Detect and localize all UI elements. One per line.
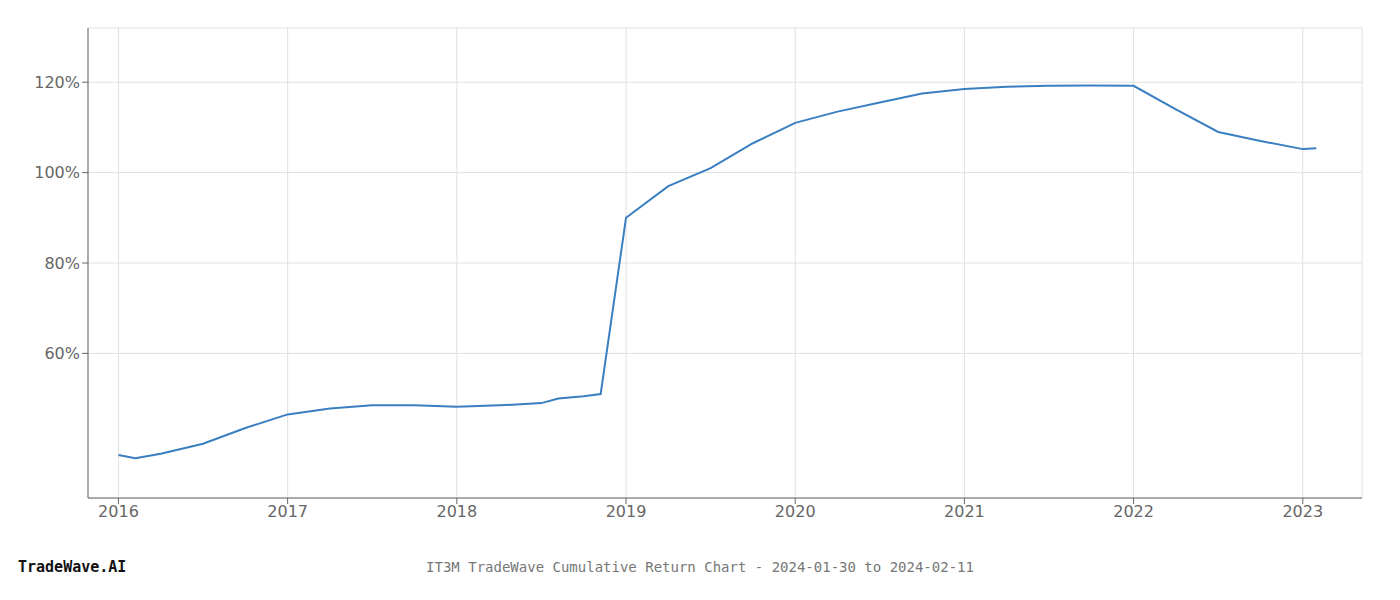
svg-text:2020: 2020 xyxy=(775,502,816,521)
svg-text:2016: 2016 xyxy=(98,502,139,521)
html-text:TradeWave.AI: TradeWave.AI xyxy=(18,558,127,576)
html-text:IT3M TradeWave Cumulative Retu: IT3M TradeWave Cumulative Return Chart -… xyxy=(426,559,974,575)
svg-text:60%: 60% xyxy=(44,344,80,363)
svg-text:2023: 2023 xyxy=(1282,502,1323,521)
svg-text:2018: 2018 xyxy=(436,502,477,521)
svg-text:2022: 2022 xyxy=(1113,502,1154,521)
svg-text:2021: 2021 xyxy=(944,502,985,521)
svg-text:2019: 2019 xyxy=(606,502,647,521)
svg-text:80%: 80% xyxy=(44,254,80,273)
svg-text:2017: 2017 xyxy=(267,502,308,521)
svg-text:100%: 100% xyxy=(34,163,80,182)
svg-text:120%: 120% xyxy=(34,73,80,92)
